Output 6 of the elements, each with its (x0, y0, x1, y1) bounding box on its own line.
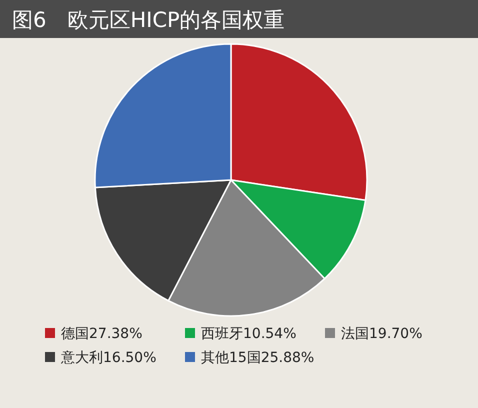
legend-label: 意大利16.50% (60, 350, 156, 366)
legend-label: 法国19.70% (341, 326, 422, 342)
chart-title: 图6 欧元区HICP的各国权重 (12, 8, 285, 32)
legend-label: 西班牙10.54% (201, 326, 296, 342)
legend-label: 德国27.38% (61, 326, 142, 342)
legend-label: 其他15国25.88% (201, 350, 314, 366)
